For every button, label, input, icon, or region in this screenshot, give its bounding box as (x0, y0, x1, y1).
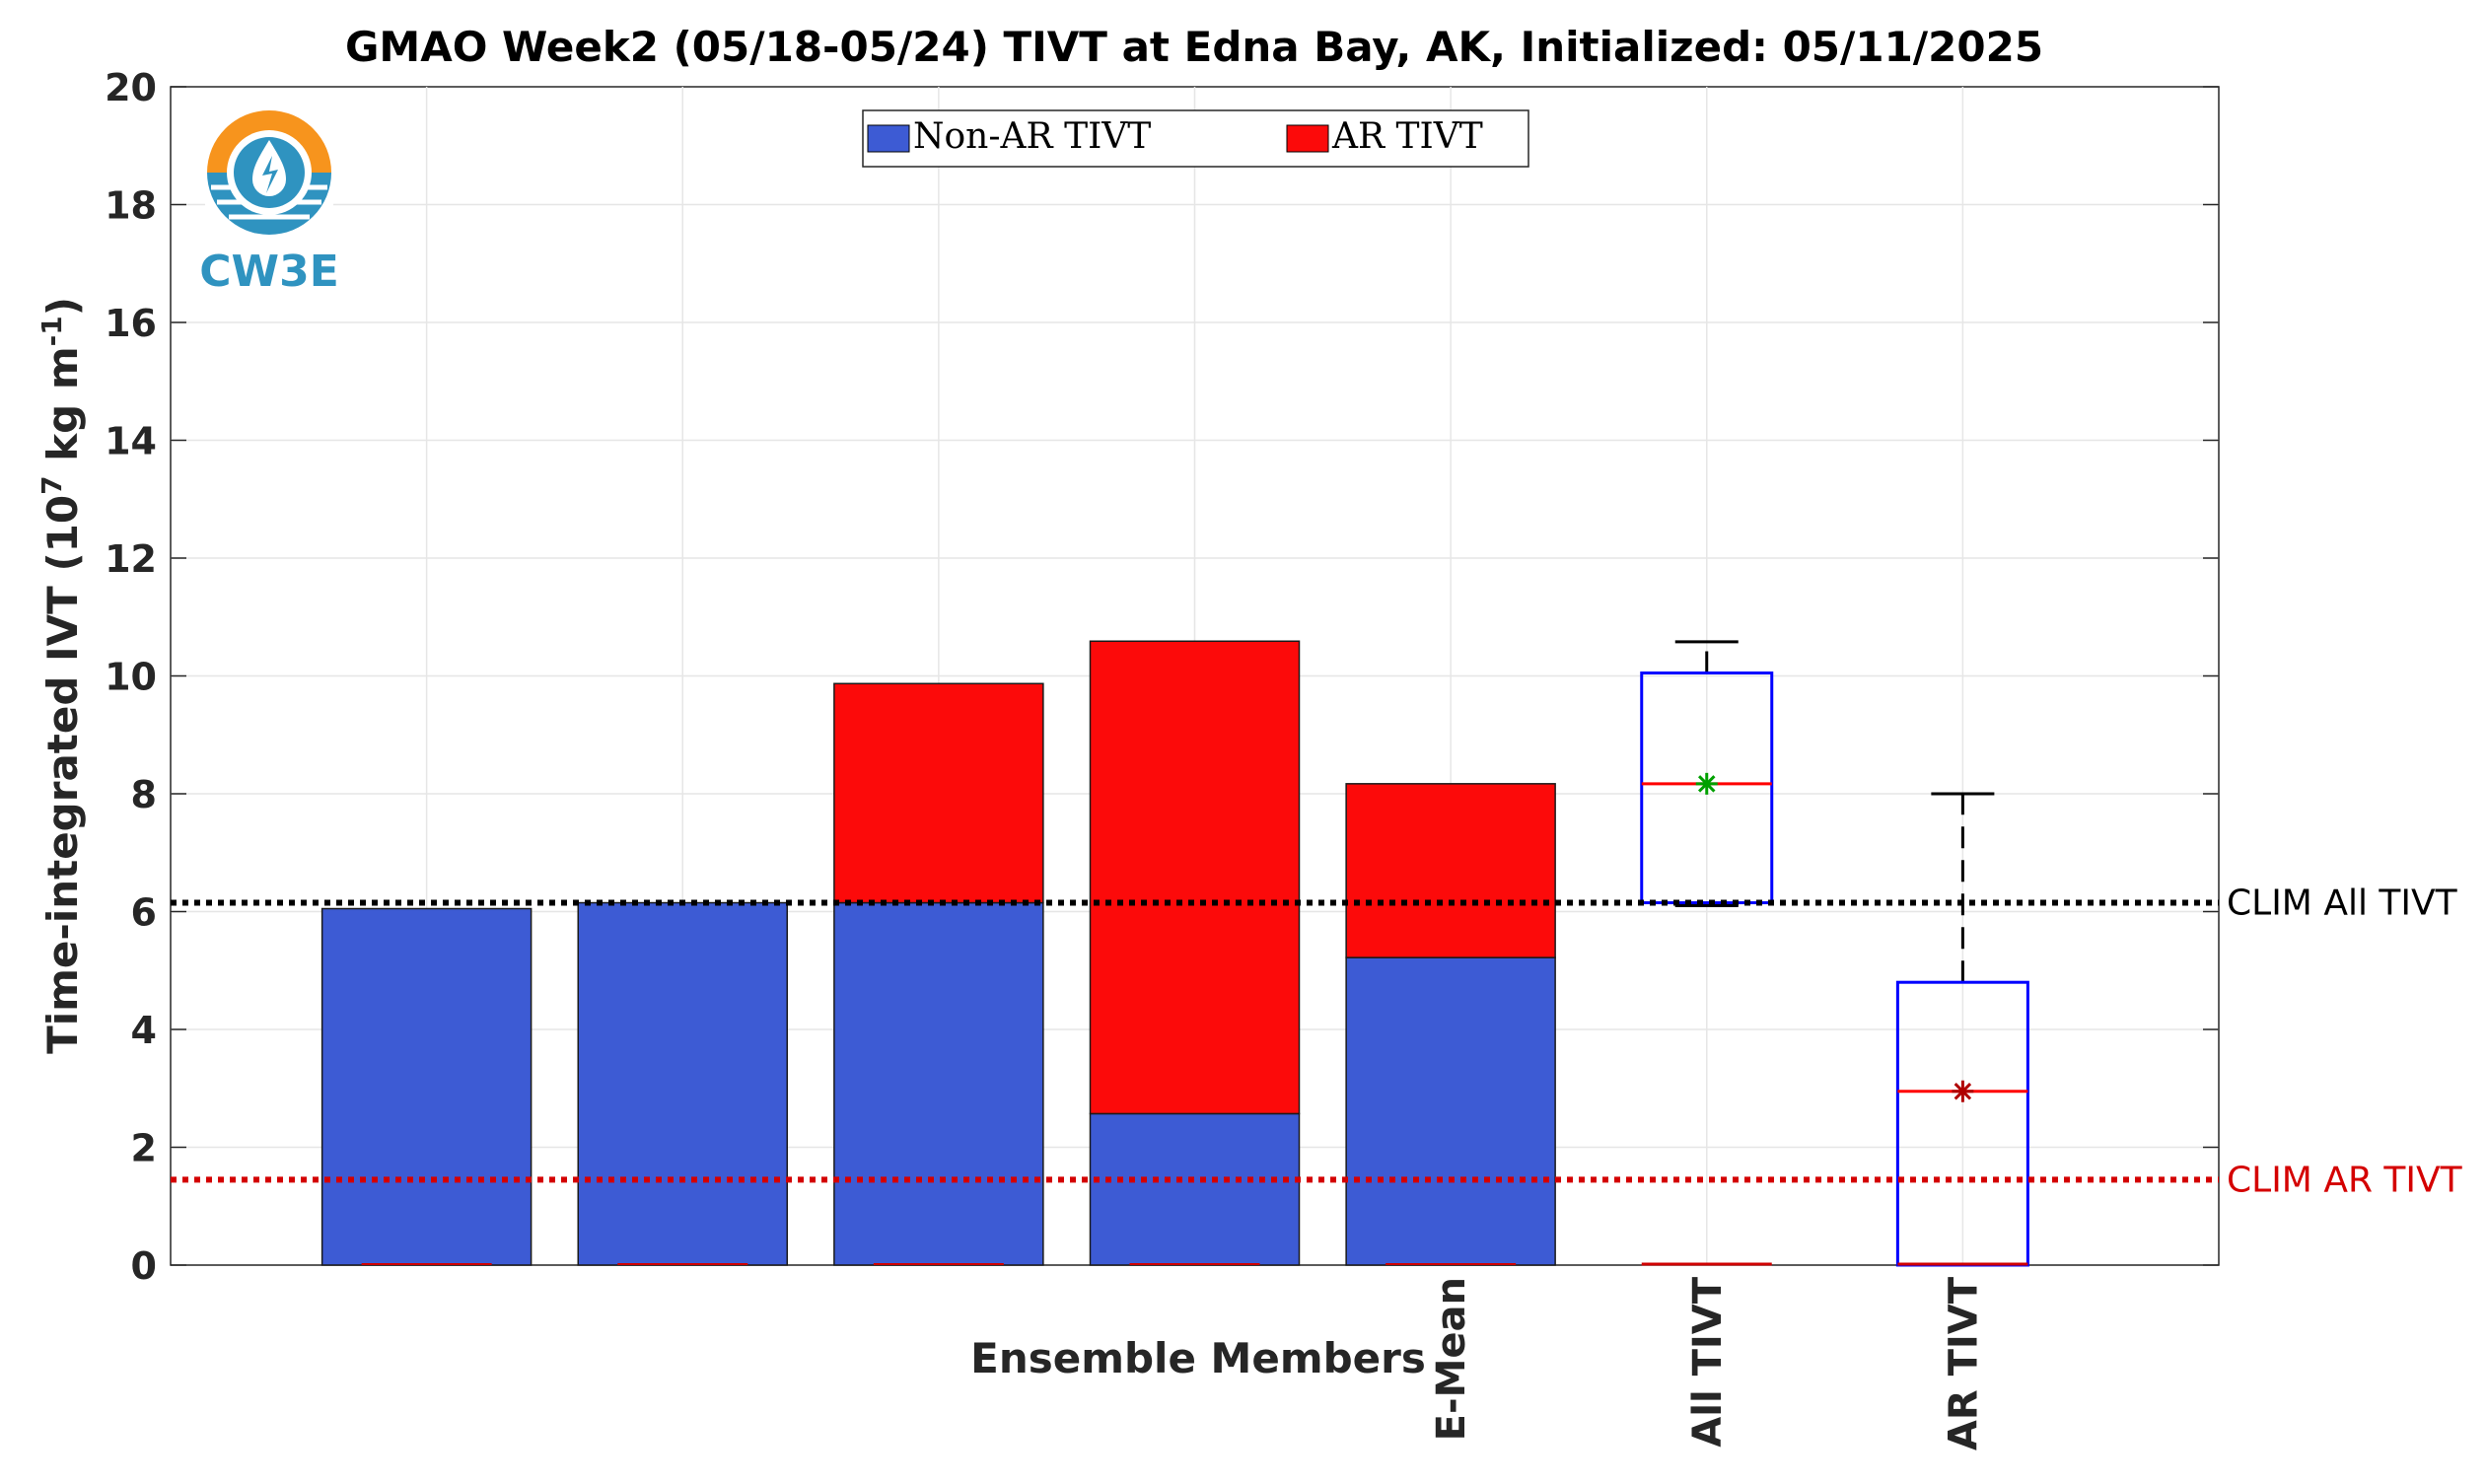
x-axis-label: Ensemble Members (970, 1334, 1426, 1382)
x-tick-label: AR TIVT (1941, 1276, 1986, 1450)
y-tick-label: 0 (131, 1244, 157, 1288)
y-axis-label-exponent-2: -1 (36, 316, 68, 346)
legend-box (862, 109, 1529, 168)
chart-title: GMAO Week2 (05/18-05/24) TIVT at Edna Ba… (345, 23, 2043, 71)
y-tick-label: 12 (105, 537, 157, 581)
y-axis-label-main: Time-integrated IVT (10 (38, 495, 87, 1054)
legend-label-ar: AR TIVT (1331, 116, 1483, 157)
water-drop-icon (205, 110, 333, 238)
y-axis-label-exponent: 7 (36, 475, 68, 494)
y-axis-label: Time-integrated IVT (107 kg m-1) (36, 297, 87, 1054)
bar-non-ar (320, 907, 533, 1266)
bar-non-ar (1089, 1112, 1301, 1266)
bar-non-ar (577, 901, 788, 1266)
bar-ar (1089, 640, 1301, 1115)
mean-marker (1952, 1080, 1974, 1102)
mean-marker-stroke (1697, 775, 1716, 793)
y-tick-label: 4 (131, 1009, 157, 1052)
legend-swatch-ar (1286, 124, 1329, 153)
legend-swatch-non-ar (867, 124, 910, 153)
reference-line-label: CLIM AR TIVT (2227, 1160, 2463, 1200)
boxplots (1640, 640, 2029, 1267)
y-tick-label: 10 (105, 656, 157, 699)
box (1640, 671, 1774, 905)
x-ticks: E-Mean All TIVT AR TIVT (1429, 1276, 1986, 1450)
y-tick-label: 20 (105, 66, 157, 109)
bars (320, 640, 1556, 1266)
y-tick-label: 8 (131, 773, 157, 816)
x-tick-label: All TIVT (1685, 1276, 1731, 1447)
y-axis-label-end: ) (38, 297, 87, 316)
bar-non-ar (1345, 956, 1556, 1266)
legend: Non-AR TIVT AR TIVT (862, 109, 1529, 168)
bar-ar (1345, 783, 1556, 958)
y-tick-label: 16 (105, 302, 157, 345)
cw3e-logo: CW3E (199, 110, 339, 297)
logo-text: CW3E (199, 247, 339, 297)
y-ticks: 0 2 4 6 8 10 12 14 16 18 20 (105, 66, 2219, 1288)
mean-marker-stroke (1954, 1082, 1972, 1100)
y-tick-label: 18 (105, 184, 157, 228)
y-tick-label: 2 (131, 1127, 157, 1170)
legend-label-non-ar: Non-AR TIVT (913, 116, 1151, 157)
y-axis-label-mid: kg m (38, 346, 87, 475)
bar-ar (833, 682, 1044, 904)
reference-lines: CLIM All TIVT CLIM AR TIVT (171, 883, 2463, 1200)
y-tick-label: 6 (131, 891, 157, 935)
mean-marker (1695, 772, 1718, 795)
y-tick-label: 14 (105, 420, 157, 463)
reference-line-label: CLIM All TIVT (2227, 883, 2458, 924)
bar-non-ar (833, 901, 1044, 1266)
x-tick-label: E-Mean (1429, 1277, 1474, 1441)
